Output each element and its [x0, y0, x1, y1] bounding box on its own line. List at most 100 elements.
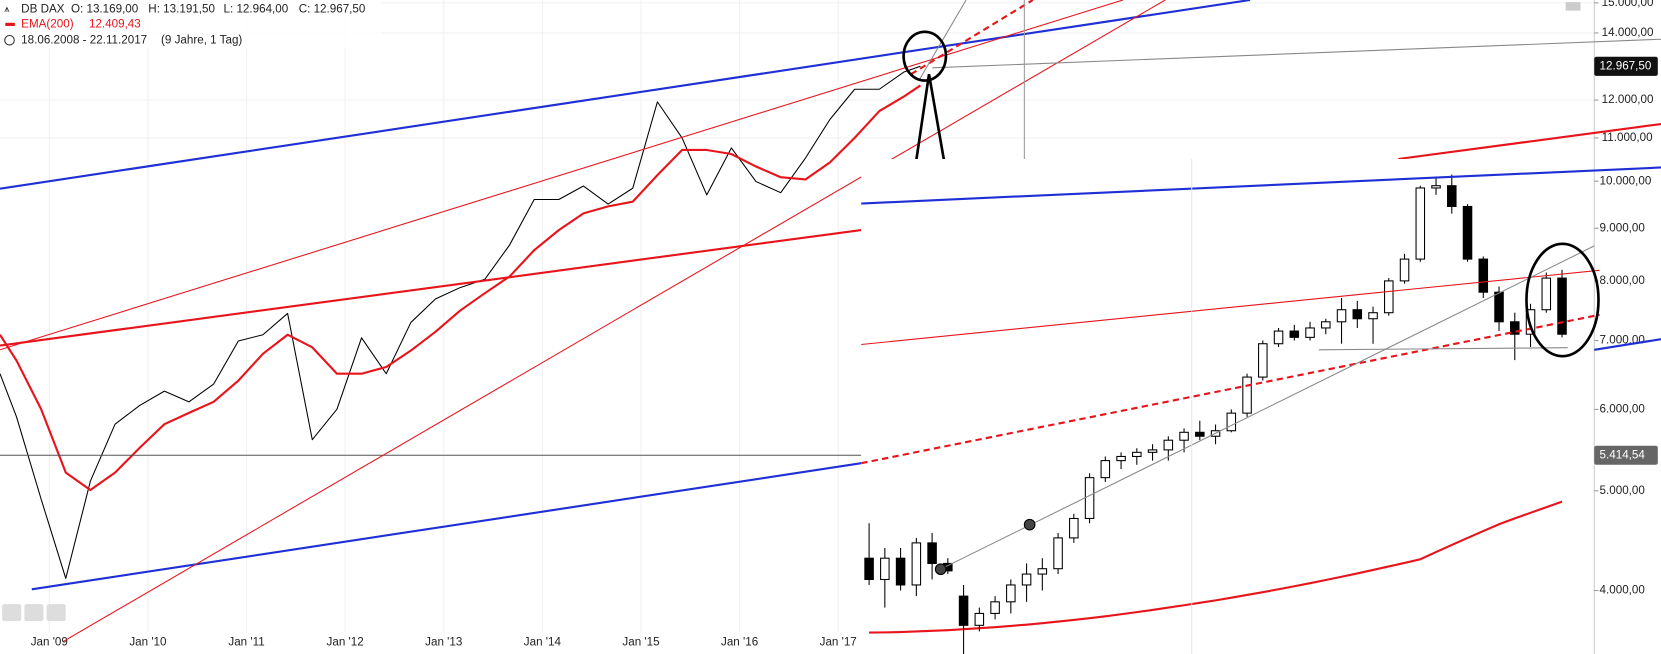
candle-body: [1336, 309, 1347, 323]
trend-line: [0, 228, 862, 347]
candle-body: [1321, 321, 1331, 329]
candle-body: [1163, 439, 1174, 451]
candle-body: [1100, 460, 1111, 479]
x-tick-label: Jan '12: [327, 635, 364, 648]
legend-label: EMA(200): [21, 17, 74, 30]
candle-body: [1147, 449, 1158, 453]
candle-body: [1021, 573, 1032, 586]
x-tick-label: Jan '17: [820, 635, 857, 648]
point-marker: [934, 563, 947, 576]
trend-line: [1594, 338, 1661, 351]
candle-body: [1431, 185, 1441, 189]
drawings-2: [861, 2, 1661, 654]
candle-body: [1478, 258, 1489, 293]
candle-body: [1415, 187, 1426, 260]
trend-line: [63, 0, 1166, 642]
candle-body: [1384, 280, 1394, 314]
x-tick-label: Jan '10: [129, 635, 167, 648]
candle-body: [1368, 312, 1378, 320]
toolbar: [2, 604, 66, 622]
y-tick-label: 5.000,00: [1600, 484, 1646, 497]
x-tick-label: Jan '15: [622, 635, 659, 648]
candle-body: [1258, 343, 1268, 378]
y-tick-label: 12.000,00: [1602, 93, 1654, 106]
candle-body: [880, 557, 890, 581]
ema-line: [869, 500, 1563, 634]
candle-body: [1069, 517, 1079, 539]
candle-body: [1305, 327, 1315, 338]
tool-button[interactable]: [24, 604, 44, 622]
candle-body: [974, 612, 985, 626]
candle-body: [895, 557, 906, 586]
candle-body: [1541, 277, 1552, 311]
ohlc-info: H: 13.191,50: [148, 3, 215, 16]
y-tick-label: 8.000,00: [1600, 274, 1646, 287]
candle-body: [1053, 537, 1063, 570]
trend-line: [0, 0, 1251, 190]
candle-body: [1352, 309, 1363, 320]
trend-line: [1318, 347, 1568, 351]
candle-body: [1195, 431, 1205, 437]
x-tick-label: Jan '13: [425, 635, 462, 648]
trend-line: [910, 0, 1034, 76]
trend-line: [940, 245, 1595, 570]
candle-body: [927, 542, 937, 564]
trend-line: [1398, 122, 1661, 161]
y-tick-label: 15.000,00: [1602, 0, 1654, 9]
candle-body: [1037, 568, 1048, 575]
y-tick-label: 14.000,00: [1602, 26, 1654, 39]
candle-body: [911, 542, 922, 586]
candle-body: [1179, 431, 1189, 441]
tool-button[interactable]: [46, 604, 66, 622]
y-tick-label: 11.000,00: [1602, 131, 1653, 144]
circle-annotation: [902, 30, 948, 82]
price-line: [0, 65, 921, 579]
x-tick-label: Jan '16: [721, 635, 758, 648]
tool-button[interactable]: [2, 604, 22, 622]
candle-body: [1510, 321, 1520, 335]
ohlc-info: O: 13.169,00: [71, 3, 139, 16]
candle-body: [1116, 455, 1126, 462]
legend-value: 12.409,43: [89, 17, 141, 30]
trend-line: [861, 313, 1600, 465]
candle-body: [1132, 451, 1142, 457]
candle-body: [1557, 277, 1567, 335]
candle-body: [1399, 258, 1410, 282]
circle-annotation: [1525, 242, 1600, 358]
trend-line: [861, 269, 1600, 346]
y-tick-label: 4.000,00: [1600, 584, 1646, 597]
candle-body: [1447, 185, 1457, 208]
x-tick-label: Jan '11: [228, 635, 264, 648]
candle-body: [1006, 584, 1016, 603]
candle-body: [1494, 291, 1504, 323]
period: (9 Jahre, 1 Tag): [161, 33, 242, 46]
candle-body: [1226, 412, 1237, 432]
clock-icon: [4, 34, 15, 46]
y-tick-label: 10.000,00: [1600, 174, 1652, 187]
trend-line: [31, 462, 862, 591]
candle-body: [864, 557, 874, 581]
candle-body: [1273, 330, 1284, 345]
point-marker: [1023, 518, 1036, 531]
trend-line: [0, 0, 1124, 351]
candle-body: [1462, 205, 1473, 260]
price-tag: [1594, 56, 1658, 76]
trend-line: [919, 0, 967, 80]
ohlc-info: C: 12.967,50: [299, 3, 366, 16]
trend-line: [932, 38, 1661, 69]
price-tag: [1594, 445, 1658, 465]
y-tick-label: 6.000,00: [1600, 402, 1646, 415]
chart-icon: ⩚: [4, 4, 10, 15]
scroll-button[interactable]: [1565, 2, 1581, 11]
ema-line: [0, 84, 922, 492]
candle-body: [958, 595, 969, 626]
inset-panel: [861, 158, 1661, 654]
candle-body: [1289, 330, 1300, 338]
legend: ⩚ DB DAX O: 13.169,00 H: 13.191,50 L: 12…: [0, 0, 382, 49]
price-tag-label: 12.967,50: [1600, 59, 1652, 72]
date-range: 18.06.2008 - 22.11.2017: [21, 33, 147, 46]
x-tick-label: Jan '14: [524, 635, 562, 648]
price-tag-label: 5.414,54: [1600, 448, 1646, 461]
